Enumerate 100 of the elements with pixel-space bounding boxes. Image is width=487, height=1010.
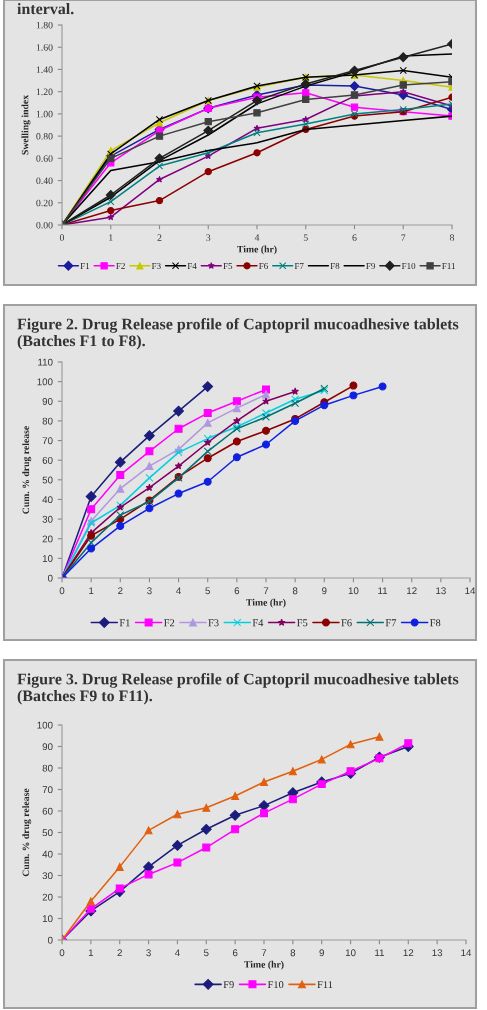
y-tick-label: 60 <box>42 456 53 464</box>
legend-label: F7 <box>385 619 397 627</box>
x-tick-label: 2 <box>118 587 123 595</box>
x-tick-label: 4 <box>174 949 180 957</box>
legend-label: F4 <box>187 262 197 269</box>
x-tick-label: 6 <box>232 949 238 957</box>
x-axis-title: Time (hr) <box>246 598 286 608</box>
y-tick-label: 1.60 <box>36 44 53 51</box>
x-tick-label: 4 <box>176 587 181 595</box>
legend-label: F8 <box>330 262 340 270</box>
y-tick-label: 40 <box>42 850 53 858</box>
y-tick-label: 10 <box>42 915 53 923</box>
legend-label: F5 <box>223 263 233 270</box>
y-tick-label: 0 <box>47 574 53 582</box>
x-tick-label: 0 <box>59 949 65 957</box>
y-tick-label: 50 <box>42 476 53 484</box>
x-tick-label: 8 <box>449 234 455 241</box>
x-tick-label: 6 <box>352 234 357 241</box>
y-tick-label: 20 <box>42 893 53 901</box>
x-tick-label: 9 <box>322 587 327 595</box>
legend-label: F3 <box>151 262 161 270</box>
y-tick-label: 1.80 <box>36 21 53 29</box>
x-tick-label: 7 <box>263 587 269 595</box>
legend-label: F11 <box>442 262 455 269</box>
y-tick-label: 90 <box>42 743 53 751</box>
x-tick-label: 4 <box>254 234 260 241</box>
x-tick-label: 3 <box>147 587 152 595</box>
x-tick-label: 7 <box>401 234 406 241</box>
y-tick-label: 90 <box>42 398 53 405</box>
x-tick-label: 13 <box>436 587 446 595</box>
y-axis-title: Cum. % drug release <box>22 788 32 877</box>
chart-title: Figure 2. Drug Release profile of Captopril mucoadhesive tablets (Batches F1 to F8). <box>17 318 459 350</box>
x-tick-label: 8 <box>290 949 296 957</box>
x-tick-label: 12 <box>403 949 414 957</box>
legend-label: F6 <box>341 619 352 627</box>
legend-label: F2 <box>164 619 175 627</box>
x-tick-label: 14 <box>461 949 472 957</box>
legend-label: F7 <box>294 263 304 269</box>
y-axis-title: Cum. % drug release <box>22 426 32 514</box>
y-tick-label: 50 <box>42 829 53 837</box>
y-tick-label: 70 <box>42 786 53 794</box>
x-tick-label: 8 <box>292 587 298 595</box>
y-tick-label: 1.20 <box>36 88 53 96</box>
x-tick-label: 1 <box>88 949 94 957</box>
y-tick-label: 30 <box>42 515 53 523</box>
legend-label: F1 <box>119 619 130 627</box>
x-tick-label: 0 <box>59 587 65 595</box>
x-tick-label: 5 <box>205 587 211 595</box>
y-tick-label: 110 <box>38 358 53 366</box>
y-tick-label: 70 <box>42 437 53 445</box>
x-tick-label: 7 <box>261 949 267 957</box>
x-tick-label: 10 <box>345 949 356 957</box>
chart-title: Figure 3. Drug Release profile of Captopril mucoadhesive tablets (Batches F9 to F11). <box>17 673 459 705</box>
y-tick-label: 0 <box>47 936 53 944</box>
legend-label: F8 <box>430 619 441 627</box>
x-tick-label: 3 <box>146 949 151 957</box>
y-tick-label: 20 <box>42 535 53 543</box>
x-axis-title: Time (hr) <box>237 245 277 255</box>
x-tick-label: 3 <box>206 234 211 241</box>
legend-label: F11 <box>317 981 333 989</box>
legend-label: F4 <box>252 619 264 627</box>
legend-label: F9 <box>366 262 376 270</box>
y-tick-label: 30 <box>42 872 53 880</box>
x-tick-label: 1 <box>109 234 113 241</box>
y-tick-label: 80 <box>42 417 53 425</box>
y-tick-label: 100 <box>37 721 53 729</box>
y-tick-label: 0.60 <box>36 155 53 162</box>
y-tick-label: 0.00 <box>36 221 53 229</box>
x-tick-label: 9 <box>319 949 324 957</box>
legend-label: F3 <box>208 619 219 627</box>
x-axis-title: Time (hr) <box>244 960 284 970</box>
legend-label: F10 <box>267 981 284 989</box>
x-tick-label: 11 <box>375 949 384 957</box>
x-tick-label: 13 <box>432 949 443 957</box>
y-tick-label: 0.80 <box>36 133 53 140</box>
x-tick-label: 1 <box>89 587 94 595</box>
legend-label: F5 <box>297 619 308 627</box>
y-tick-label: 40 <box>42 496 53 504</box>
y-tick-label: 80 <box>42 764 53 772</box>
y-tick-label: 60 <box>42 807 53 815</box>
legend-label: F1 <box>80 262 90 269</box>
legend-label: F2 <box>116 262 125 269</box>
legend-label: F10 <box>401 262 416 270</box>
x-tick-label: 0 <box>59 234 65 241</box>
y-tick-label: 0.20 <box>36 199 53 207</box>
x-tick-label: 14 <box>465 587 476 595</box>
y-tick-label: 1.00 <box>36 110 53 118</box>
legend-label: F6 <box>258 262 268 270</box>
x-tick-label: 12 <box>407 587 417 595</box>
y-tick-label: 0.40 <box>36 177 53 185</box>
chart-title: interval. <box>17 3 74 15</box>
x-tick-label: 10 <box>348 587 359 595</box>
x-tick-label: 5 <box>303 234 308 241</box>
x-tick-label: 11 <box>378 587 388 595</box>
y-tick-label: 1.40 <box>36 66 53 73</box>
x-tick-label: 2 <box>157 234 162 241</box>
y-axis-title: Swelling index <box>21 94 31 155</box>
legend-label: F9 <box>223 981 234 989</box>
y-tick-label: 100 <box>37 378 53 386</box>
x-tick-label: 2 <box>117 949 122 957</box>
